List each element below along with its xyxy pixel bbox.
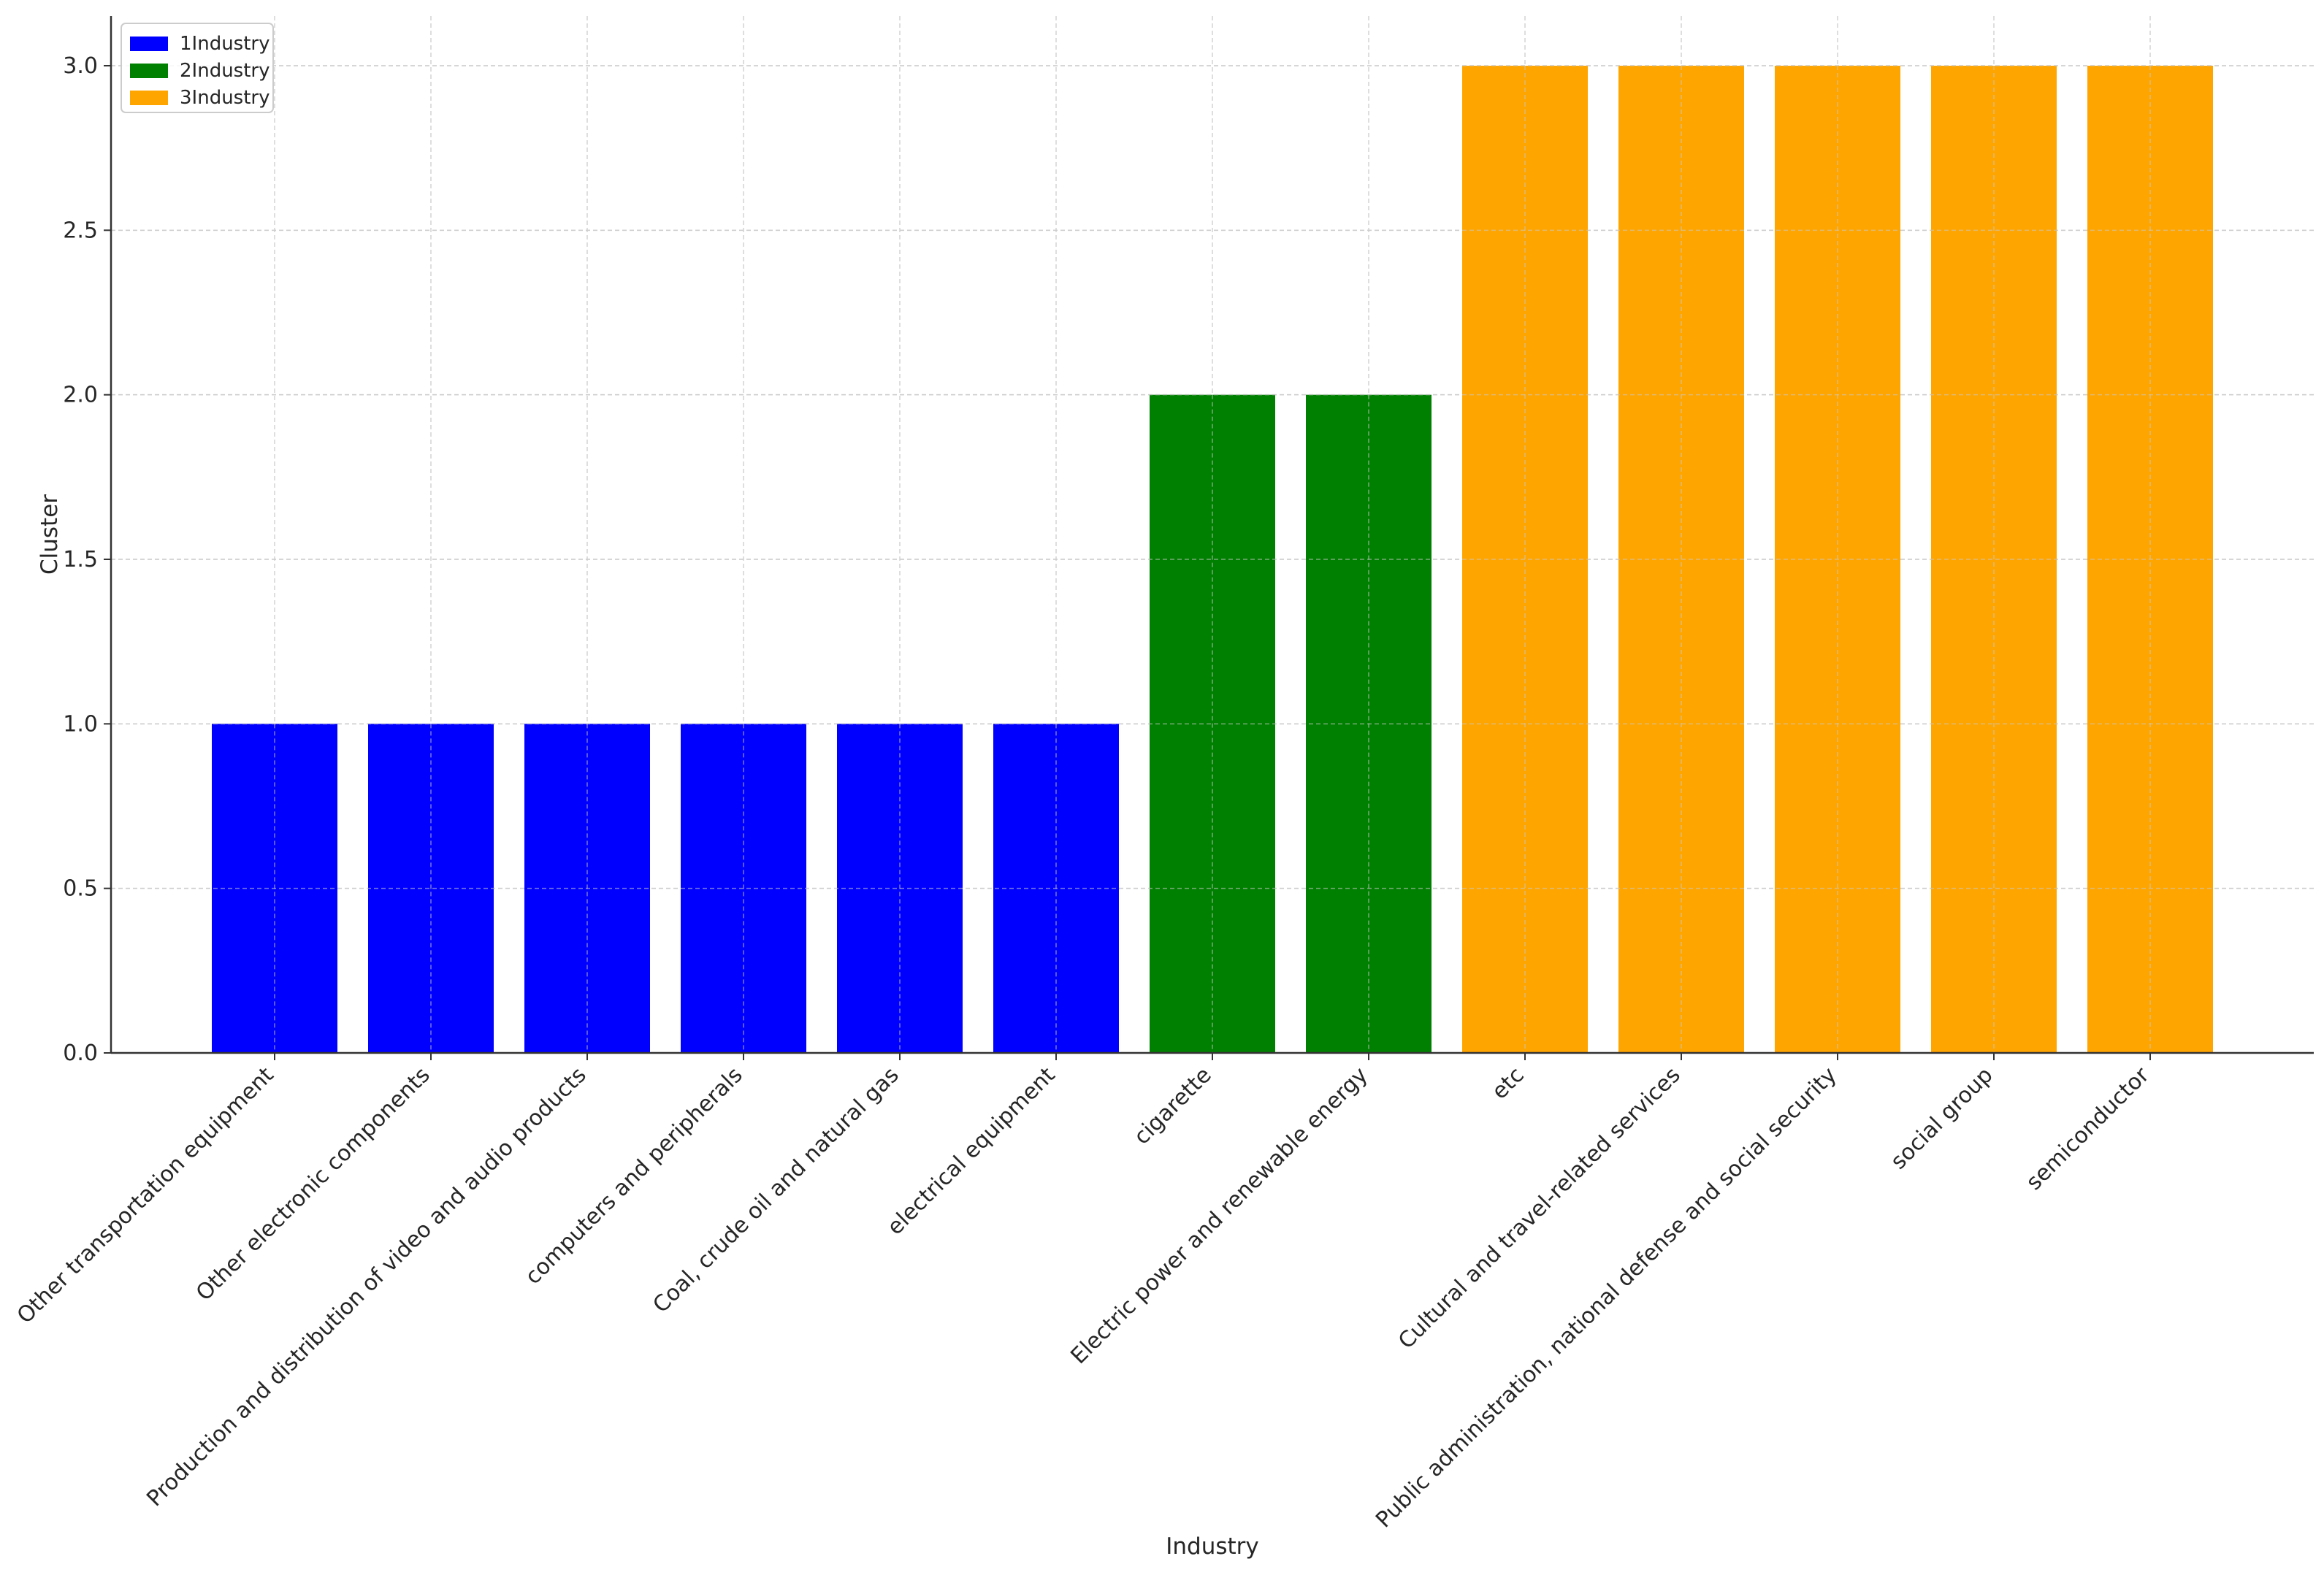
y-tick-label: 1.0 [63,711,98,737]
y-axis-title: Cluster [37,494,63,575]
x-tick-label: etc [1487,1062,1529,1105]
legend-swatch-1 [130,37,168,51]
legend-label-1: 1Industry [180,33,270,55]
legend-swatch-2 [130,64,168,78]
x-tick-label: Cultural and travel-related services [1394,1062,1686,1354]
legend-swatch-3 [130,91,168,105]
y-tick-label: 2.5 [63,218,98,243]
x-axis-title: Industry [1166,1533,1259,1560]
legend-label-3: 3Industry [180,87,270,109]
y-tick-label: 0.0 [63,1041,98,1066]
y-tick-label: 2.0 [63,383,98,408]
y-tick-label: 1.5 [63,547,98,572]
y-tick-label: 0.5 [63,876,98,902]
x-tick-label: Electric power and renewable energy [1066,1062,1372,1369]
x-tick-label: electrical equipment [882,1062,1060,1241]
x-tick-label: Other transportation equipment [12,1062,279,1329]
bar-layer [111,65,2314,1053]
legend-label-2: 2Industry [180,60,270,82]
x-tick-label: Coal, crude oil and natural gas [648,1062,903,1318]
y-tick-label: 3.0 [63,53,98,79]
x-tick-label: semiconductor [2022,1062,2155,1195]
x-tick-label: cigarette [1129,1062,1217,1150]
legend: 1Industry 2Industry 3Industry [121,23,274,113]
x-tick-label: social group [1886,1062,1998,1175]
